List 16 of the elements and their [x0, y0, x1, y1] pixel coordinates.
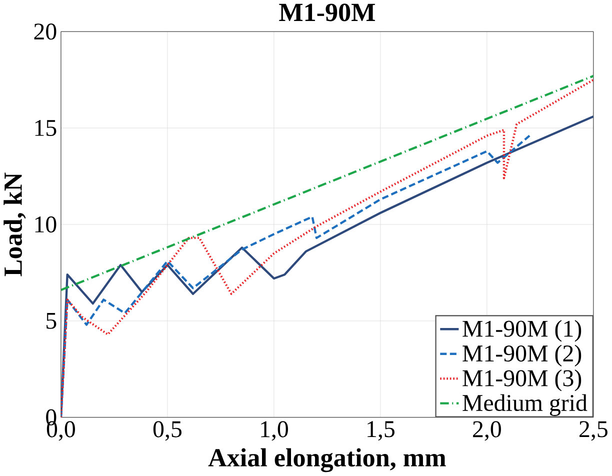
x-tick-label: 0,5 — [153, 421, 182, 441]
legend-label: M1-90M (3) — [462, 370, 582, 392]
legend-label: Medium grid — [462, 394, 588, 416]
y-tick-label: 10 — [35, 216, 56, 233]
y-axis-title: Load, kN — [4, 172, 26, 276]
chart-title: M1-90M — [279, 4, 375, 22]
x-tick-label: 1,0 — [261, 421, 288, 441]
y-tick-label: 5 — [46, 313, 56, 330]
x-tick-label: 2,0 — [473, 421, 501, 441]
legend-label: M1-90M (2) — [462, 344, 582, 367]
x-tick-label: 1,5 — [368, 421, 394, 441]
x-tick-label: 2,5 — [580, 421, 608, 441]
x-axis-title: Axial elongation, mm — [208, 448, 446, 472]
y-tick-label: 20 — [34, 24, 56, 40]
legend-label: M1-90M (1) — [462, 320, 582, 342]
y-tick-label: 15 — [35, 120, 56, 136]
